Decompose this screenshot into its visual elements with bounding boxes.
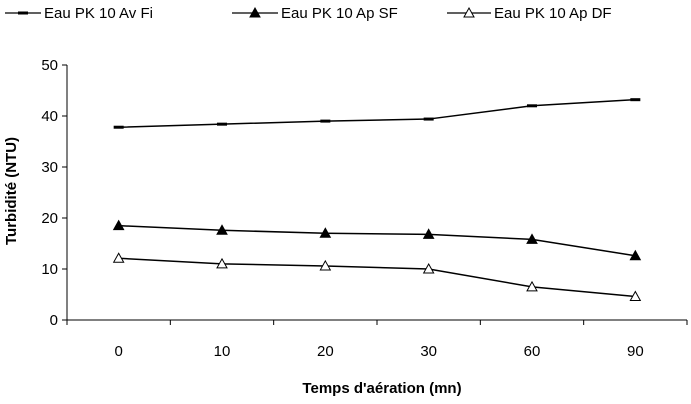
data-point	[112, 219, 125, 231]
x-tick-label: 30	[420, 343, 437, 360]
y-tick-label: 40	[41, 108, 58, 125]
data-point	[629, 249, 642, 261]
y-tick-label: 10	[41, 261, 58, 278]
y-tick-label: 50	[41, 57, 58, 74]
x-tick-label: 90	[627, 343, 644, 360]
data-point	[216, 224, 228, 235]
chart-legend: Eau PK 10 Av Fi Eau PK 10 Ap SF Eau PK 1…	[5, 5, 612, 22]
data-point	[422, 262, 435, 274]
legend-label-1: Eau PK 10 Av Fi	[44, 5, 153, 22]
y-tick-label: 0	[50, 312, 58, 329]
y-tick-label: 30	[41, 159, 58, 176]
x-tick-label: 0	[114, 343, 122, 360]
data-point	[526, 233, 538, 244]
legend-marker-2	[249, 6, 261, 18]
series-line-3	[118, 257, 636, 298]
x-tick-label: 10	[214, 343, 231, 360]
x-tick-label: 20	[317, 343, 334, 360]
data-point	[319, 259, 332, 271]
legend-entry-2: Eau PK 10 Ap SF	[232, 5, 398, 22]
data-point	[216, 257, 228, 269]
series-line-2	[118, 224, 636, 257]
data-point	[629, 290, 642, 302]
data-point	[422, 228, 435, 239]
chart-axes	[66, 65, 687, 321]
data-point	[526, 280, 538, 292]
chart-series	[112, 98, 642, 302]
y-tick-label: 20	[41, 210, 58, 227]
data-point	[319, 227, 332, 238]
x-axis-title: Temps d'aération (mn)	[302, 380, 461, 397]
legend-label-3: Eau PK 10 Ap DF	[494, 5, 612, 22]
x-tick-label: 60	[524, 343, 541, 360]
chart-ticks: 0 10 20 30 40 50 0 10 20 30 60 90	[41, 57, 688, 360]
legend-label-2: Eau PK 10 Ap SF	[281, 5, 398, 22]
y-axis-title: Turbidité (NTU)	[3, 137, 20, 245]
legend-marker-3	[463, 6, 475, 18]
data-point	[112, 252, 125, 263]
legend-entry-1: Eau PK 10 Av Fi	[5, 5, 153, 22]
series-line-1	[118, 98, 636, 128]
legend-entry-3: Eau PK 10 Ap DF	[447, 5, 612, 22]
